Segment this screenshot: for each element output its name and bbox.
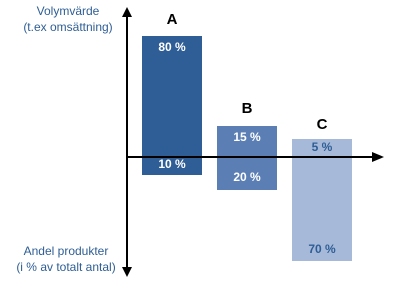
top-axis-label: (t.ex omsättning)	[23, 20, 112, 34]
upper-value: 15 %	[233, 130, 261, 144]
bottom-axis-label: Andel produkter	[24, 244, 109, 258]
lower-value: 10 %	[158, 157, 186, 171]
lower-value: 20 %	[233, 170, 261, 184]
arrow-down	[122, 267, 132, 277]
bar-a	[142, 36, 202, 175]
bar-label: A	[167, 11, 178, 28]
upper-value: 80 %	[158, 40, 186, 54]
lower-value: 70 %	[308, 242, 336, 256]
bar-label: B	[242, 100, 253, 117]
axes	[122, 7, 384, 277]
top-axis-label: Volymvärde	[37, 4, 100, 18]
upper-value: 5 %	[312, 140, 333, 154]
bottom-axis-label: (i % av totalt antal)	[16, 260, 115, 274]
arrow-up	[122, 7, 132, 17]
bar-label: C	[317, 116, 328, 133]
arrow-right	[372, 152, 384, 162]
bar-c	[292, 139, 352, 261]
